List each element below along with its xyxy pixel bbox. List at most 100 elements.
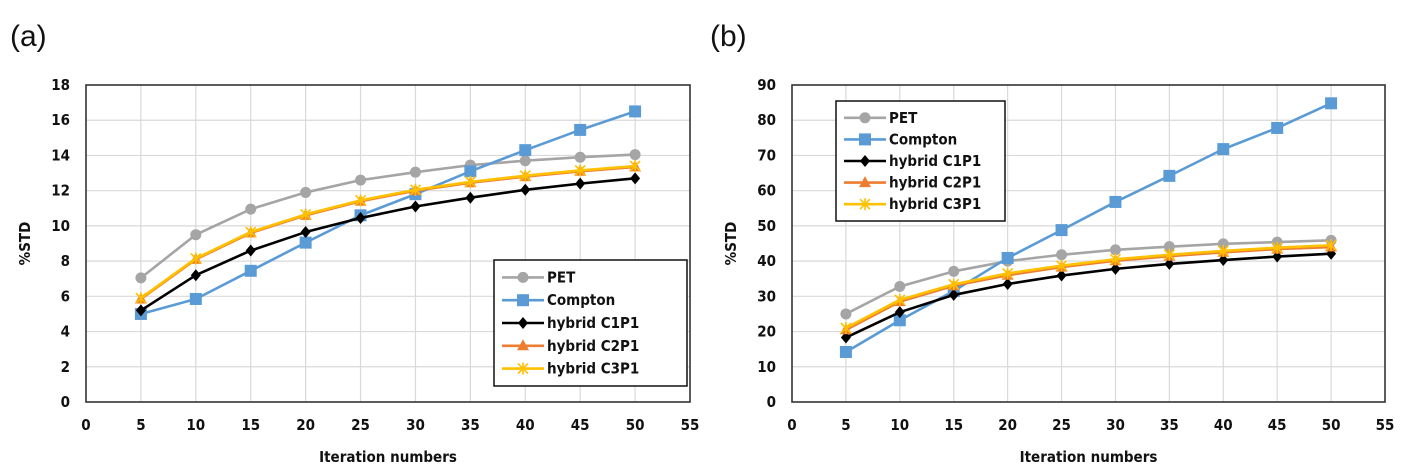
x-tick-label: 20 — [296, 416, 315, 434]
legend-item: hybrid C2P1 — [502, 337, 639, 355]
legend-label: hybrid C1P1 — [547, 314, 639, 332]
data-point — [245, 203, 257, 215]
series-line — [845, 252, 1332, 339]
x-tick-label: 25 — [1052, 416, 1071, 434]
y-tick-label: 4 — [61, 323, 70, 341]
data-point — [1002, 267, 1014, 280]
x-tick-label: 55 — [1376, 416, 1395, 434]
legend-item: hybrid C2P1 — [844, 174, 981, 192]
data-point — [948, 288, 959, 301]
data-point — [1163, 248, 1175, 261]
x-tick-label: 40 — [1214, 416, 1233, 434]
legend-item: hybrid C3P1 — [844, 195, 981, 213]
x-tick-label: 55 — [681, 416, 700, 434]
y-tick-label: 40 — [757, 252, 776, 270]
data-point — [1002, 278, 1013, 291]
x-tick-label: 40 — [516, 416, 535, 434]
y-tick-label: 16 — [51, 111, 70, 129]
data-point — [894, 306, 905, 319]
data-point — [574, 164, 586, 177]
legend-marker — [517, 362, 529, 375]
y-tick-label: 0 — [61, 393, 70, 411]
data-point — [840, 308, 852, 320]
legend-label: PET — [547, 268, 576, 286]
data-point — [1056, 249, 1068, 261]
plot-frame — [791, 84, 1386, 403]
data-point — [1217, 238, 1229, 250]
data-point — [190, 252, 202, 265]
legend-item: hybrid C3P1 — [502, 360, 639, 378]
data-point — [1164, 257, 1175, 270]
legend-marker — [517, 339, 529, 351]
data-point — [629, 105, 642, 118]
legend-marker — [860, 155, 870, 167]
y-tick-label: 18 — [51, 76, 70, 94]
legend-marker — [517, 271, 529, 283]
data-point — [839, 345, 852, 358]
legend-label: Compton — [547, 291, 615, 309]
y-tick-label: 50 — [757, 217, 776, 235]
y-tick-label: 10 — [757, 358, 776, 376]
data-point — [948, 265, 960, 277]
y-tick-label: 30 — [757, 287, 776, 305]
data-point — [1325, 239, 1337, 252]
data-point — [1109, 195, 1122, 208]
data-point — [629, 160, 641, 173]
data-point — [574, 123, 587, 136]
series-hybrid-c3p1 — [135, 160, 641, 305]
x-tick-label: 10 — [890, 416, 909, 434]
data-point — [135, 304, 146, 317]
y-tick-label: 2 — [61, 358, 70, 376]
data-point — [1217, 244, 1229, 257]
data-point — [465, 191, 476, 204]
data-point — [948, 278, 960, 291]
legend: PET Compton hybrid C1P1 hybrid C2P1 hybrid C… — [493, 259, 688, 387]
legend-marker — [518, 317, 528, 329]
y-tick-label: 14 — [51, 146, 70, 164]
x-tick-label: 5 — [841, 416, 850, 434]
data-point — [354, 194, 367, 207]
x-tick-label: 30 — [406, 416, 425, 434]
series-line — [845, 245, 1332, 331]
data-point — [1001, 251, 1014, 264]
legend-label: PET — [889, 109, 918, 127]
data-point — [1109, 244, 1121, 256]
y-tick-label: 0 — [767, 393, 776, 411]
data-point — [1218, 254, 1229, 267]
series-line — [845, 243, 1332, 330]
data-point — [190, 229, 202, 241]
series-line — [140, 164, 636, 300]
y-axis-title: %STD — [16, 222, 34, 266]
data-point — [190, 269, 201, 282]
data-point — [840, 322, 852, 335]
data-point — [135, 292, 147, 305]
data-point — [1055, 224, 1068, 237]
y-tick-label: 70 — [757, 146, 776, 164]
x-tick-label: 0 — [787, 416, 796, 434]
data-point — [1271, 121, 1284, 134]
data-point — [355, 211, 366, 224]
data-point — [1163, 169, 1176, 182]
data-point — [355, 174, 367, 186]
data-point — [840, 331, 851, 344]
legend-label: hybrid C3P1 — [547, 360, 639, 378]
legend-item: hybrid C1P1 — [502, 314, 639, 332]
data-point — [519, 169, 531, 182]
legend-item: hybrid C1P1 — [844, 152, 981, 170]
legend-item: Compton — [844, 130, 957, 148]
x-tick-label: 50 — [626, 416, 645, 434]
data-point — [244, 264, 257, 277]
data-point — [519, 144, 532, 157]
data-point — [1325, 97, 1338, 110]
legend-item: PET — [844, 109, 918, 127]
legend-label: hybrid C2P1 — [547, 337, 639, 355]
series-line — [140, 110, 636, 316]
data-point — [299, 236, 312, 249]
panel-label-b: (b) — [710, 20, 747, 53]
x-tick-label: 0 — [81, 416, 90, 434]
series-line — [140, 153, 636, 279]
legend-marker — [859, 112, 871, 124]
legend-marker — [859, 133, 871, 146]
data-point — [1110, 262, 1121, 275]
